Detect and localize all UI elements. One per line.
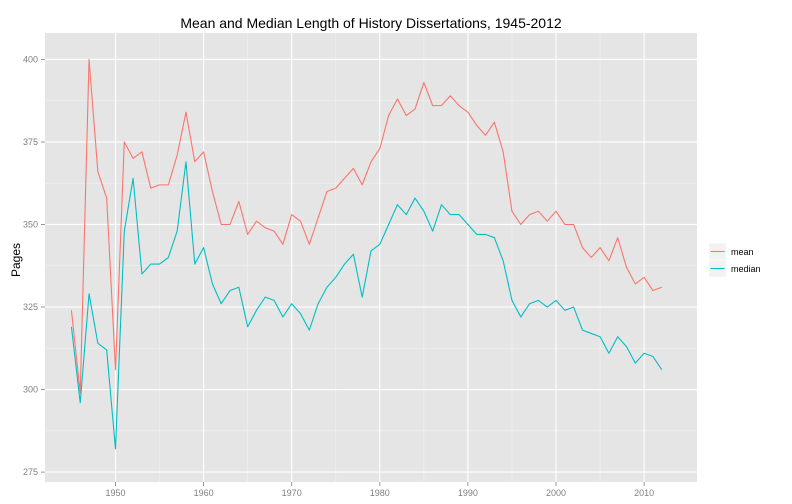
series-layer bbox=[70, 58, 663, 450]
series-line-median bbox=[70, 161, 663, 450]
y-tick-label: 325 bbox=[23, 302, 38, 312]
x-tick-label: 1980 bbox=[370, 488, 390, 498]
x-tick-label: 1960 bbox=[194, 488, 214, 498]
y-tick-label: 300 bbox=[23, 385, 38, 395]
series-line-mean bbox=[70, 58, 662, 394]
legend-label-mean: mean bbox=[731, 247, 754, 257]
x-tick-label: 1970 bbox=[282, 488, 302, 498]
legend: mean median bbox=[708, 242, 761, 278]
legend-item-mean: mean bbox=[708, 242, 754, 261]
chart-title: Mean and Median Length of History Disser… bbox=[180, 15, 562, 31]
x-tick-label: 1950 bbox=[105, 488, 125, 498]
x-tick-label: 2000 bbox=[546, 488, 566, 498]
y-axis-title: Pages bbox=[9, 243, 23, 277]
y-axis: 275 300 325 350 375 400 bbox=[23, 54, 45, 477]
x-axis: 1950 1960 1970 1980 1990 2000 2010 bbox=[105, 482, 654, 498]
y-tick-label: 400 bbox=[23, 54, 38, 64]
plot-panel bbox=[45, 33, 697, 482]
legend-label-median: median bbox=[731, 264, 761, 274]
legend-item-median: median bbox=[708, 259, 761, 278]
x-tick-label: 1990 bbox=[458, 488, 478, 498]
y-tick-label: 375 bbox=[23, 137, 38, 147]
y-tick-label: 350 bbox=[23, 219, 38, 229]
major-gridlines bbox=[45, 33, 697, 482]
x-tick-label: 2010 bbox=[634, 488, 654, 498]
y-tick-label: 275 bbox=[23, 467, 38, 477]
minor-gridlines bbox=[45, 33, 697, 482]
